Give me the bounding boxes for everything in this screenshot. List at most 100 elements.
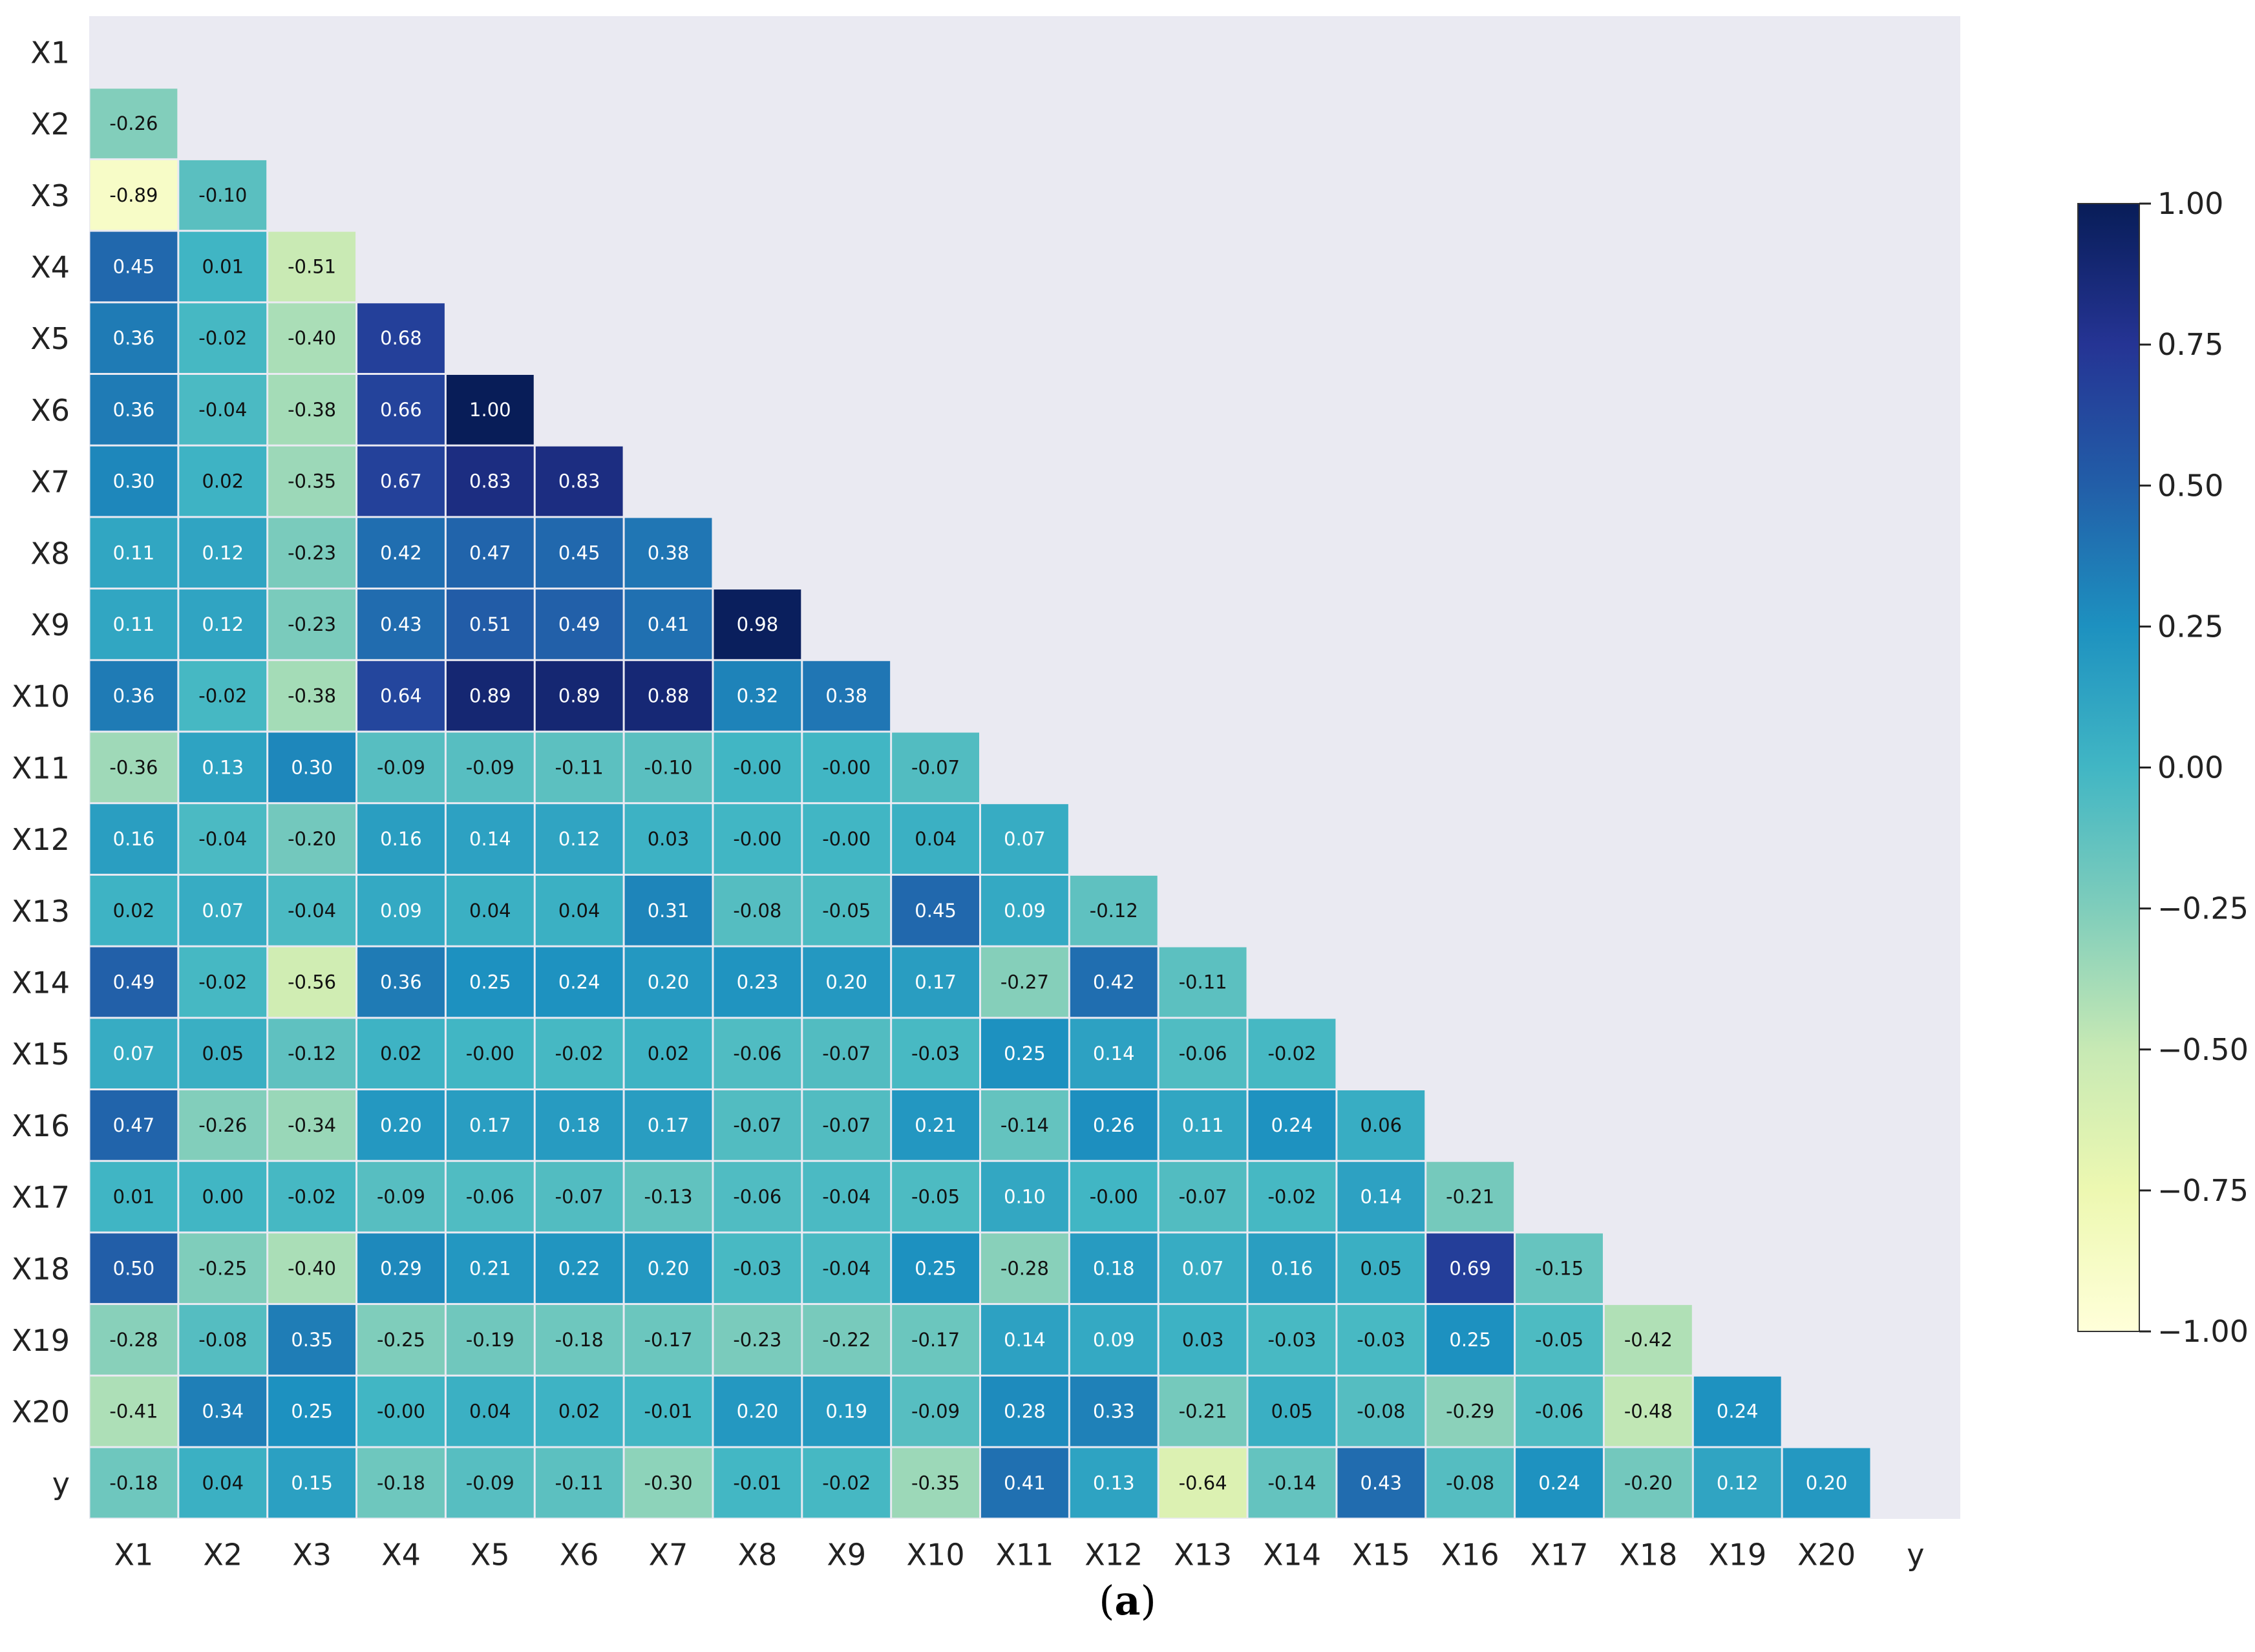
cell-value-label: 0.16 xyxy=(380,828,422,850)
col-label-X6: X6 xyxy=(560,1538,599,1573)
col-label-X2: X2 xyxy=(203,1538,242,1573)
cell-value-label: 0.04 xyxy=(469,900,511,922)
heatmap-cell-X10-X7 xyxy=(624,661,712,731)
heatmap-cell-X13-X6 xyxy=(535,875,623,946)
heatmap-cell-X16-X5 xyxy=(446,1090,534,1160)
cell-value-label: 0.05 xyxy=(202,1043,244,1064)
heatmap-cell-X13-X7 xyxy=(624,875,712,946)
heatmap-cell-X13-X10 xyxy=(892,875,979,946)
heatmap-cell-X18-X12 xyxy=(1070,1233,1158,1304)
heatmap-cell-X7-X5 xyxy=(446,446,534,516)
heatmap-cell-X8-X1 xyxy=(90,518,178,588)
cell-value-label: 0.34 xyxy=(202,1401,244,1423)
cell-value-label: 0.24 xyxy=(1271,1114,1313,1136)
cell-value-label: 0.32 xyxy=(737,685,779,707)
heatmap-cell-X18-X14 xyxy=(1248,1233,1336,1304)
cell-value-label: -0.19 xyxy=(466,1329,514,1351)
heatmap-cell-X13-X4 xyxy=(357,875,445,946)
cell-value-label: 0.38 xyxy=(648,542,690,564)
heatmap-cell-X3-X1 xyxy=(90,160,178,230)
cell-value-label: 0.22 xyxy=(558,1257,600,1279)
cell-value-label: 0.33 xyxy=(1093,1401,1135,1423)
cell-value-label: 0.30 xyxy=(113,471,155,492)
cell-value-label: 0.36 xyxy=(380,971,422,993)
cell-value-label: -0.28 xyxy=(1000,1257,1049,1279)
heatmap-cell-X3-X2 xyxy=(179,160,267,230)
heatmap-cell-X4-X2 xyxy=(179,231,267,302)
heatmap-cell-y-X3 xyxy=(268,1448,356,1518)
heatmap-cell-X12-X3 xyxy=(268,804,356,874)
cell-value-label: 0.17 xyxy=(469,1114,511,1136)
heatmap-cell-X7-X1 xyxy=(90,446,178,516)
heatmap-cell-X17-X7 xyxy=(624,1161,712,1232)
heatmap-cell-X12-X9 xyxy=(803,804,891,874)
cell-value-label: -0.00 xyxy=(1090,1186,1138,1208)
cell-value-label: 0.24 xyxy=(1717,1401,1759,1423)
cell-value-label: -0.00 xyxy=(733,828,781,850)
row-label-X15: X15 xyxy=(12,1037,70,1072)
row-label-X13: X13 xyxy=(12,894,70,929)
heatmap-cell-X12-X5 xyxy=(446,804,534,874)
heatmap-cell-X15-X14 xyxy=(1248,1019,1336,1088)
heatmap-cell-X19-X13 xyxy=(1159,1305,1247,1375)
heatmap-cell-X9-X1 xyxy=(90,589,178,659)
heatmap-cell-X16-X13 xyxy=(1159,1090,1247,1160)
cell-value-label: 0.17 xyxy=(648,1114,690,1136)
row-label-X9: X9 xyxy=(30,608,70,642)
heatmap-cell-X14-X10 xyxy=(892,947,979,1017)
heatmap-cell-y-X13 xyxy=(1159,1448,1247,1518)
heatmap-cell-X16-X14 xyxy=(1248,1090,1336,1160)
cell-value-label: -0.20 xyxy=(1624,1472,1673,1494)
heatmap-cell-X20-X9 xyxy=(803,1376,891,1446)
cell-value-label: 0.02 xyxy=(113,900,155,922)
heatmap-cell-X14-X5 xyxy=(446,947,534,1017)
heatmap-cell-X16-X15 xyxy=(1337,1090,1425,1160)
cell-value-label: -0.12 xyxy=(1090,900,1138,922)
row-label-X20: X20 xyxy=(12,1395,70,1430)
cell-value-label: 0.20 xyxy=(648,971,690,993)
col-label-X19: X19 xyxy=(1708,1538,1766,1573)
cell-value-label: 0.07 xyxy=(113,1043,155,1064)
colorbar-tick-label: 0.50 xyxy=(2157,468,2223,503)
cell-value-label: -0.02 xyxy=(555,1043,604,1064)
cell-value-label: 0.16 xyxy=(113,828,155,850)
col-label-X7: X7 xyxy=(649,1538,688,1573)
heatmap-cell-X17-X16 xyxy=(1426,1161,1514,1232)
cell-value-label: -0.13 xyxy=(644,1186,693,1208)
cell-value-label: 0.07 xyxy=(202,900,244,922)
cell-value-label: 0.13 xyxy=(202,756,244,778)
heatmap-cell-X19-X1 xyxy=(90,1305,178,1375)
heatmap-cell-X2-X1 xyxy=(90,89,178,158)
heatmap-cell-X16-X1 xyxy=(90,1090,178,1160)
colorbar-tick-label: −0.50 xyxy=(2157,1032,2249,1067)
cell-value-label: -0.18 xyxy=(555,1329,604,1351)
row-label-X11: X11 xyxy=(12,750,70,785)
heatmap-cell-X20-X7 xyxy=(624,1376,712,1446)
cell-value-label: -0.23 xyxy=(733,1329,781,1351)
heatmap-cell-X20-X5 xyxy=(446,1376,534,1446)
heatmap-cell-X6-X3 xyxy=(268,375,356,445)
heatmap-cell-X8-X2 xyxy=(179,518,267,588)
cell-value-label: 0.45 xyxy=(915,900,957,922)
heatmap-cell-X18-X6 xyxy=(535,1233,623,1304)
cell-value-label: -0.04 xyxy=(822,1257,871,1279)
cell-value-label: -0.00 xyxy=(822,828,871,850)
col-label-X20: X20 xyxy=(1797,1538,1856,1573)
heatmap-cell-X17-X4 xyxy=(357,1161,445,1232)
heatmap-cell-X20-X4 xyxy=(357,1376,445,1446)
heatmap-cell-X13-X8 xyxy=(714,875,801,946)
cell-value-label: 0.18 xyxy=(1093,1257,1135,1279)
heatmap-cell-y-X20 xyxy=(1783,1448,1870,1518)
heatmap-cell-y-X17 xyxy=(1516,1448,1603,1518)
cell-value-label: 0.10 xyxy=(1004,1186,1046,1208)
col-label-y: y xyxy=(1907,1538,1924,1573)
cell-value-label: -0.18 xyxy=(109,1472,158,1494)
cell-value-label: 0.83 xyxy=(469,471,511,492)
heatmap-cell-X16-X11 xyxy=(981,1090,1068,1160)
cell-value-label: -0.25 xyxy=(198,1257,247,1279)
row-label-X14: X14 xyxy=(12,965,70,1000)
cell-value-label: -0.25 xyxy=(377,1329,425,1351)
cell-value-label: -0.14 xyxy=(1267,1472,1316,1494)
cell-value-label: -0.03 xyxy=(733,1257,781,1279)
